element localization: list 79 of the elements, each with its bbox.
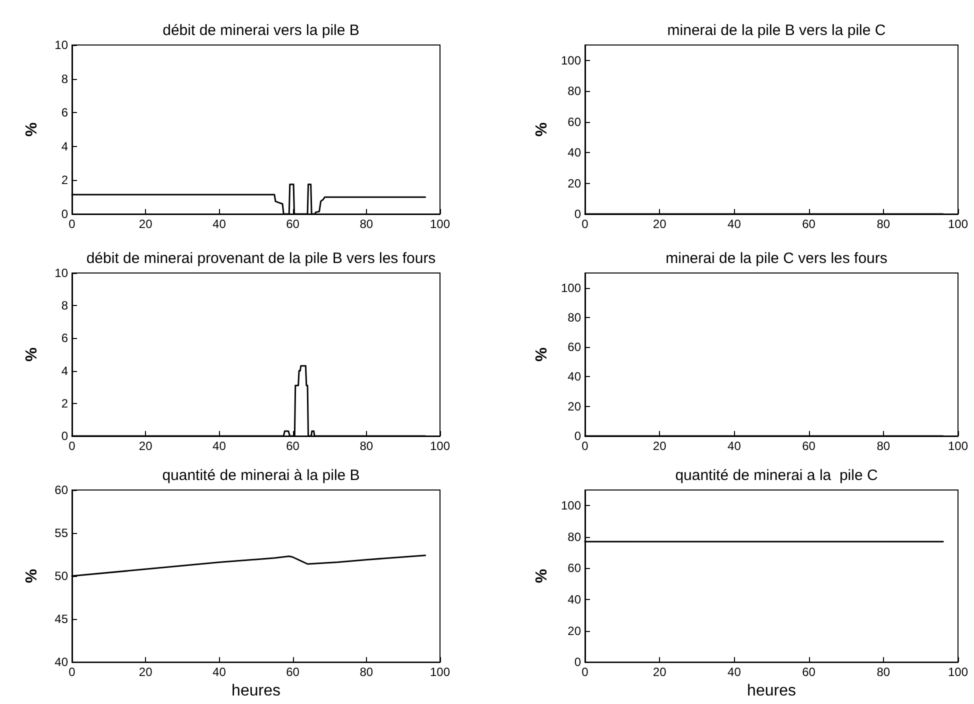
y-axis-title: %	[24, 568, 40, 584]
y-tick-label: 0	[61, 207, 68, 221]
y-tick-label: 6	[61, 106, 68, 120]
y-tick-label: 8	[61, 298, 68, 313]
y-tick-label: 0	[574, 207, 582, 221]
x-tick-label: 80	[360, 439, 374, 453]
x-tick-label: 80	[876, 439, 890, 453]
x-tick-label: 20	[652, 665, 667, 680]
x-tick-label: 20	[138, 665, 153, 680]
y-tick-label: 4	[61, 139, 68, 154]
y-tick-label: 60	[568, 114, 582, 129]
x-tick-label: 60	[802, 217, 816, 231]
y-axis-title: %	[534, 122, 551, 137]
chart-title: quantité de minerai à la pile B	[162, 467, 360, 484]
x-tick-label: 60	[286, 665, 300, 680]
x-tick-label: 40	[212, 665, 226, 680]
x-tick-label: 20	[138, 439, 153, 453]
chart-title: quantité de minerai a la pile C	[675, 467, 878, 484]
x-tick-label: 40	[728, 665, 742, 680]
y-tick-label: 60	[568, 340, 582, 354]
y-tick-label: 10	[54, 266, 68, 280]
x-tick-label: 100	[948, 217, 968, 231]
x-tick-label: 100	[430, 665, 450, 680]
y-axis-title: %	[534, 347, 551, 362]
y-tick-label: 0	[574, 429, 582, 443]
y-tick-label: 10	[54, 38, 68, 52]
y-tick-label: 100	[560, 53, 582, 68]
y-tick-label: 80	[568, 84, 582, 98]
x-tick-label: 20	[652, 439, 667, 453]
y-tick-label: 0	[61, 429, 68, 443]
chart-title: débit de minerai vers la pile B	[162, 22, 360, 39]
y-tick-label: 0	[574, 655, 582, 670]
x-axis-title: heures	[747, 682, 796, 700]
y-tick-label: 20	[568, 399, 582, 414]
x-axis-title: heures	[232, 682, 280, 700]
y-tick-label: 80	[568, 530, 582, 544]
y-tick-label: 60	[54, 483, 68, 497]
x-tick-label: 40	[212, 439, 226, 453]
x-tick-label: 40	[728, 217, 742, 231]
y-tick-label: 80	[568, 310, 582, 324]
y-axis-title: %	[24, 347, 40, 362]
y-axis-title: %	[534, 568, 551, 584]
x-tick-label: 100	[948, 439, 968, 453]
y-tick-label: 8	[61, 72, 68, 86]
x-tick-label: 60	[286, 439, 300, 453]
y-tick-label: 20	[568, 176, 582, 190]
y-tick-label: 2	[61, 173, 68, 188]
x-tick-label: 100	[948, 665, 968, 680]
chart-title: minerai de la pile C vers les fours	[666, 250, 888, 267]
y-tick-label: 50	[54, 569, 68, 584]
y-axis-title: %	[24, 122, 40, 137]
x-tick-label: 20	[138, 217, 153, 231]
x-tick-label: 80	[876, 665, 890, 680]
y-tick-label: 40	[54, 655, 68, 670]
x-tick-label: 20	[652, 217, 667, 231]
y-tick-label: 100	[560, 498, 582, 513]
y-tick-label: 6	[61, 331, 68, 346]
x-tick-label: 40	[728, 439, 742, 453]
y-tick-label: 45	[54, 612, 68, 626]
y-tick-label: 60	[568, 561, 582, 576]
x-tick-label: 60	[802, 665, 816, 680]
y-tick-label: 2	[61, 396, 68, 410]
y-tick-label: 20	[568, 624, 582, 638]
y-tick-label: 100	[560, 280, 582, 295]
chart-title: minerai de la pile B vers la pile C	[667, 22, 886, 39]
y-tick-label: 40	[568, 370, 582, 384]
x-tick-label: 80	[876, 217, 890, 231]
x-tick-label: 80	[360, 665, 374, 680]
x-tick-label: 60	[802, 439, 816, 453]
y-tick-label: 40	[568, 146, 582, 160]
y-tick-label: 4	[61, 364, 68, 378]
x-tick-label: 60	[286, 217, 300, 231]
chart-title: débit de minerai provenant de la pile B vers les fours	[86, 250, 436, 267]
y-tick-label: 55	[54, 526, 68, 540]
x-tick-label: 40	[212, 217, 226, 231]
y-tick-label: 40	[568, 592, 582, 607]
x-tick-label: 80	[360, 217, 374, 231]
x-tick-label: 100	[430, 217, 450, 231]
x-tick-label: 100	[430, 439, 450, 453]
